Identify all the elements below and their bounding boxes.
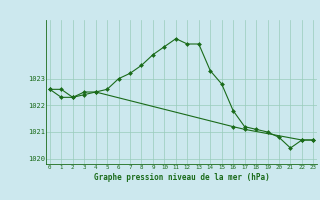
X-axis label: Graphe pression niveau de la mer (hPa): Graphe pression niveau de la mer (hPa) [94,173,269,182]
